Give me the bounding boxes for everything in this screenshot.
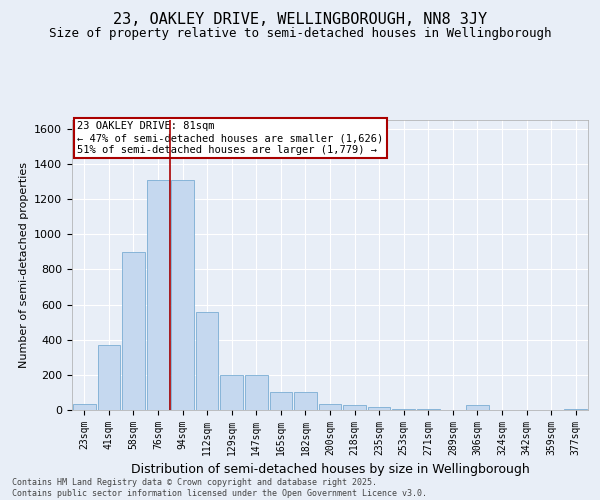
Bar <box>171 180 194 410</box>
Bar <box>245 375 268 410</box>
Bar <box>294 392 317 410</box>
Bar <box>73 404 95 410</box>
Text: 23, OAKLEY DRIVE, WELLINGBOROUGH, NN8 3JY: 23, OAKLEY DRIVE, WELLINGBOROUGH, NN8 3J… <box>113 12 487 28</box>
Bar <box>319 404 341 410</box>
Bar <box>565 409 587 410</box>
Y-axis label: Number of semi-detached properties: Number of semi-detached properties <box>19 162 29 368</box>
Bar <box>466 404 489 410</box>
X-axis label: Distribution of semi-detached houses by size in Wellingborough: Distribution of semi-detached houses by … <box>131 464 529 476</box>
Bar <box>368 408 391 410</box>
Bar <box>343 404 366 410</box>
Bar <box>392 409 415 410</box>
Bar <box>196 312 218 410</box>
Text: Contains HM Land Registry data © Crown copyright and database right 2025.
Contai: Contains HM Land Registry data © Crown c… <box>12 478 427 498</box>
Bar <box>122 252 145 410</box>
Bar <box>146 180 169 410</box>
Bar <box>417 409 440 410</box>
Text: 23 OAKLEY DRIVE: 81sqm
← 47% of semi-detached houses are smaller (1,626)
51% of : 23 OAKLEY DRIVE: 81sqm ← 47% of semi-det… <box>77 122 383 154</box>
Bar <box>269 392 292 410</box>
Text: Size of property relative to semi-detached houses in Wellingborough: Size of property relative to semi-detach… <box>49 28 551 40</box>
Bar <box>98 345 120 410</box>
Bar <box>220 375 243 410</box>
